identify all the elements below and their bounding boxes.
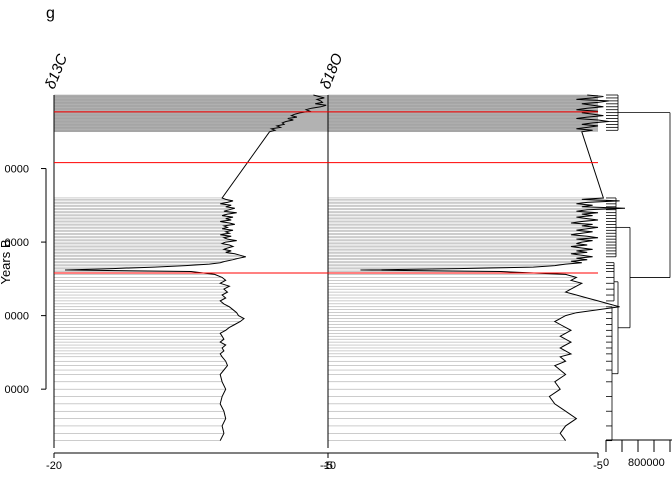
y-axis-tick-label: 0000 — [5, 384, 29, 396]
tie-lines-layer — [54, 94, 625, 441]
cluster-axis-label-max: 800000 — [628, 457, 665, 469]
d13c-x-tick-label: -5 — [323, 460, 333, 472]
d13c-curve — [64, 94, 327, 441]
d13c-shaded-zone — [54, 95, 328, 132]
d18o-curve — [360, 94, 626, 441]
d18o-shaded-zone — [328, 95, 598, 132]
dendrogram-layer: 0 800000 — [603, 94, 672, 469]
d13c-x-axis: -20 -5 — [46, 452, 333, 472]
y-axis-tick-label: 0000 — [5, 164, 29, 176]
d18o-x-tick-label: -10 — [320, 460, 336, 472]
y-axis-tick-label: 0000 — [5, 311, 29, 323]
y-axis: 0000 0000 0000 0000 — [5, 164, 47, 396]
d18o-x-axis: -10 -5 — [320, 452, 603, 472]
d13c-x-tick-label: -20 — [46, 460, 62, 472]
curves-layer — [64, 94, 626, 441]
d18o-panel-title: δ18O — [317, 51, 347, 92]
cluster-axis-label-zero: 0 — [603, 457, 609, 469]
partial-header-text: g — [46, 5, 55, 22]
d13c-panel-title: δ13C — [42, 52, 71, 92]
y-axis-title: Years B — [0, 239, 13, 284]
y-axis-tick-label: 0000 — [5, 237, 29, 249]
background-layer — [54, 95, 598, 132]
d18o-x-tick-label: -5 — [593, 460, 603, 472]
cluster-axis: 0 800000 — [603, 439, 672, 469]
